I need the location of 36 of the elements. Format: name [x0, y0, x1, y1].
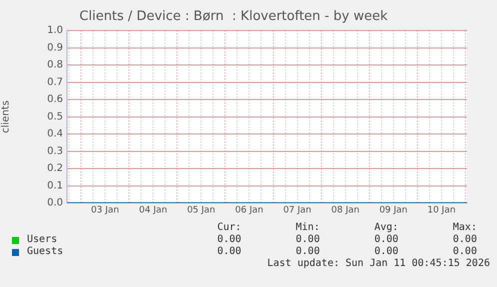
x-tick-label: 10 Jan: [427, 206, 456, 216]
legend-label: Users: [26, 234, 58, 246]
text: 0.00: [294, 246, 320, 258]
x-tick-label: 05 Jan: [187, 206, 216, 216]
text: Cur:: [216, 222, 242, 234]
y-tick-label: 0.1: [47, 180, 63, 192]
y-tick-label: 1.0: [47, 25, 63, 36]
text: 0.00: [216, 234, 242, 246]
x-tick-label: 08 Jan: [331, 206, 360, 216]
text: Max:: [452, 222, 477, 234]
y-tick-label: 0.4: [47, 128, 63, 140]
text: Min:: [294, 222, 320, 234]
text: 0.00: [216, 246, 242, 258]
text: Avg:: [373, 222, 398, 234]
x-tick-label: 03 Jan: [90, 206, 120, 216]
y-tick-label: 0.8: [47, 60, 63, 71]
text: 0.00: [373, 246, 398, 258]
y-axis-title: clients: [0, 100, 12, 134]
y-tick-label: 0.7: [47, 76, 63, 88]
y-tick-label: 0.5: [47, 111, 63, 122]
text: 0.00: [373, 234, 398, 246]
text: 0.00: [452, 246, 477, 258]
y-tick-label: 0.2: [47, 163, 63, 174]
x-tick-label: 07 Jan: [283, 206, 312, 216]
y-tick-label: 0.3: [47, 146, 63, 157]
x-tick-label: 04 Jan: [139, 206, 168, 216]
x-tick-label: 09 Jan: [379, 206, 408, 216]
y-tick-label: 0.6: [47, 94, 63, 106]
y-tick-label: 0.9: [47, 42, 63, 54]
text: 0.00: [452, 234, 477, 246]
chart-title: Clients / Device : Børn : Klovertoften - by week: [79, 9, 388, 24]
text: 0.00: [294, 234, 320, 246]
y-tick-label: 0.0: [47, 198, 63, 209]
x-tick-label: 06 Jan: [235, 206, 264, 216]
text: Last update: Sun Jan 11 00:45:15 2026: [267, 258, 490, 269]
legend-label: Guests: [26, 246, 64, 258]
